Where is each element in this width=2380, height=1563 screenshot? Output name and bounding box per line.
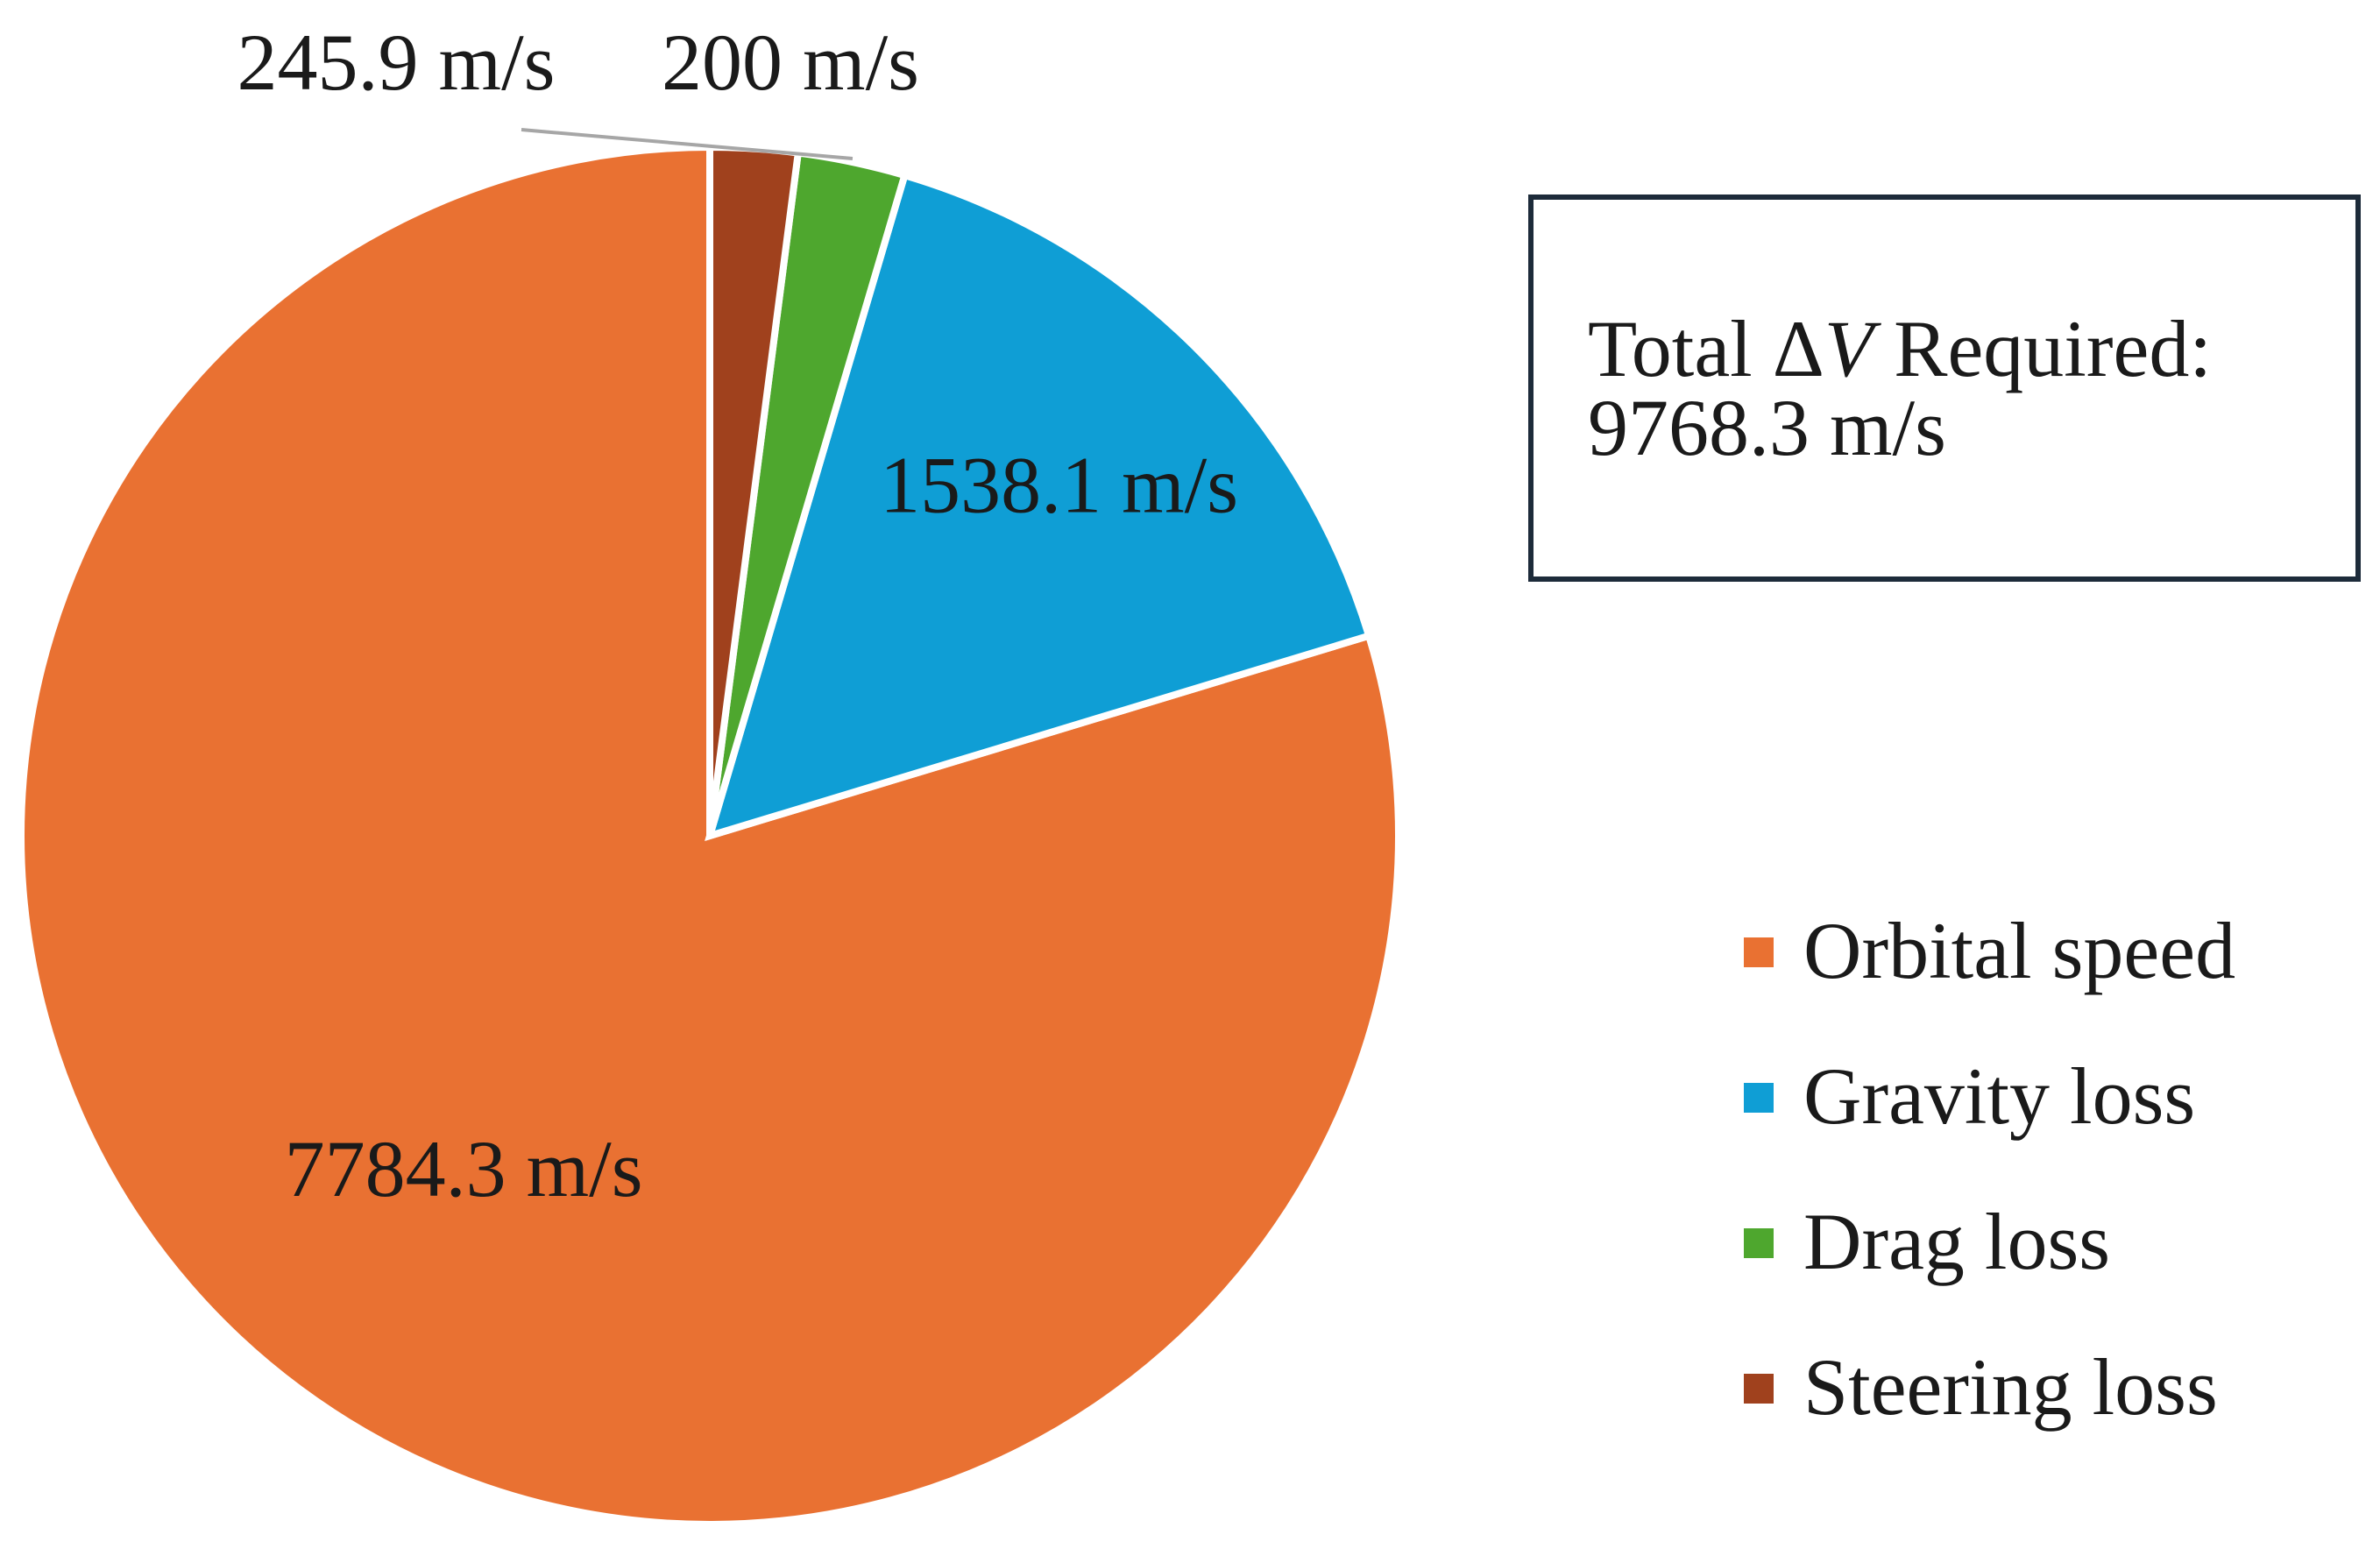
legend-swatch (1744, 1228, 1774, 1258)
legend-swatch (1744, 1374, 1774, 1404)
data-label-orbital-speed: 7784.3 m/s (285, 1124, 643, 1213)
pie-slices (18, 143, 1403, 1528)
legend-label: Steering loss (1803, 1342, 2218, 1432)
leader-lines (521, 128, 854, 160)
total-delta-v-heading: Total ΔV Required: (1588, 304, 2212, 393)
legend-item-drag-loss: Drag loss (1744, 1176, 2357, 1321)
slice-gravity-loss (705, 171, 1374, 841)
slice-labels: 7784.3 m/s 1538.1 m/s 245.9 m/s 200 m/s (237, 18, 1239, 1213)
legend-label: Drag loss (1803, 1197, 2111, 1286)
data-label-steering-loss: 200 m/s (662, 18, 919, 107)
total-delta-v-value: 9768.3 m/s (1588, 383, 1946, 472)
data-label-gravity-loss: 1538.1 m/s (880, 440, 1238, 529)
legend-label: Orbital speed (1803, 906, 2236, 995)
legend-item-gravity-loss: Gravity loss (1744, 1030, 2357, 1176)
data-label-drag-loss: 245.9 m/s (237, 18, 556, 107)
legend-item-steering-loss: Steering loss (1744, 1321, 2357, 1467)
legend-item-orbital-speed: Orbital speed (1744, 885, 2357, 1030)
legend: Orbital speed Gravity loss Drag loss Ste… (1744, 885, 2357, 1467)
leader-line-drag-loss (521, 128, 854, 160)
total-delta-v-box: Total ΔV Required: 9768.3 m/s (1528, 194, 2361, 582)
legend-swatch (1744, 1083, 1774, 1113)
legend-label: Gravity loss (1803, 1051, 2196, 1141)
legend-swatch (1744, 937, 1774, 967)
